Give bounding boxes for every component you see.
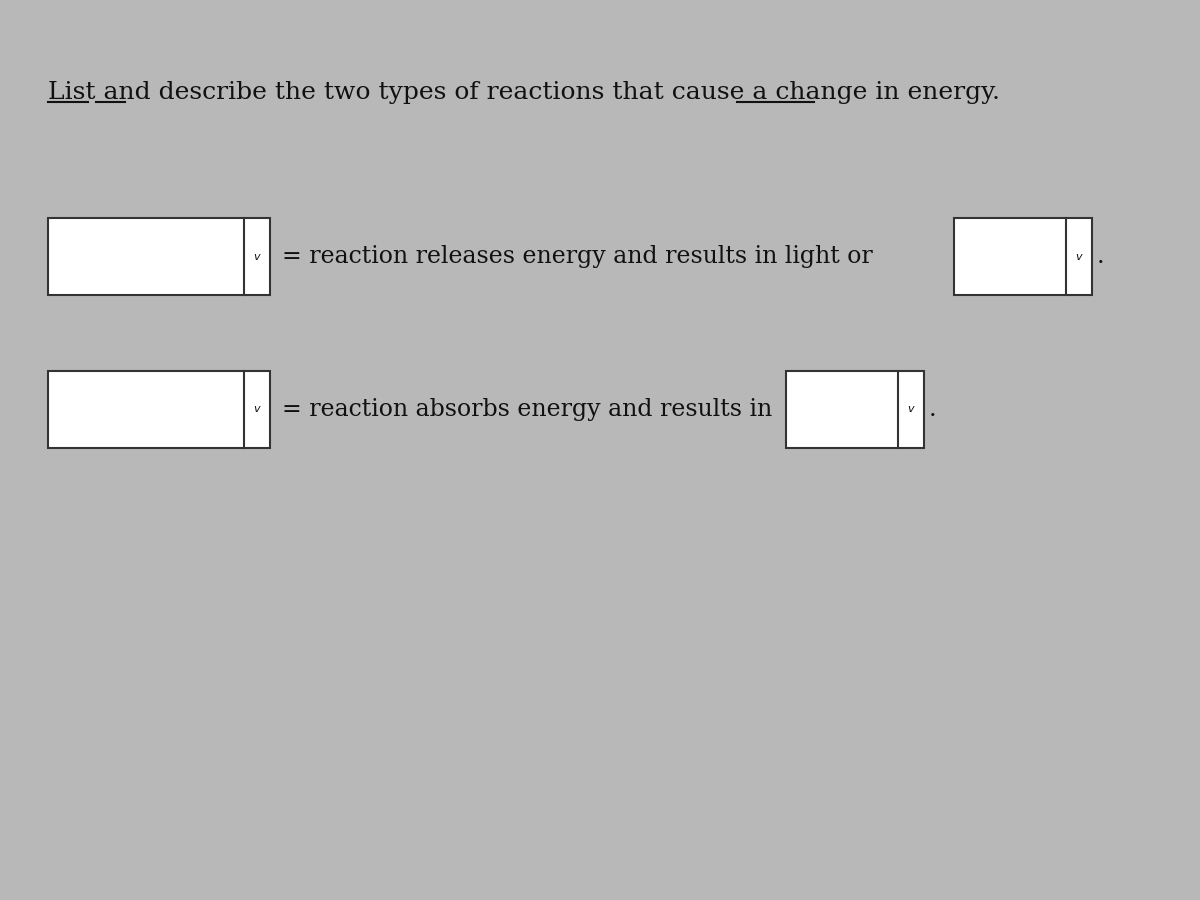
- Text: = reaction releases energy and results in light or: = reaction releases energy and results i…: [282, 245, 872, 268]
- FancyBboxPatch shape: [48, 371, 270, 447]
- Text: v: v: [907, 404, 914, 415]
- FancyBboxPatch shape: [954, 219, 1092, 295]
- Text: List and describe the two types of reactions that cause a change in energy.: List and describe the two types of react…: [48, 81, 1000, 104]
- Text: = reaction absorbs energy and results in: = reaction absorbs energy and results in: [282, 398, 773, 421]
- Text: v: v: [1075, 251, 1082, 262]
- FancyBboxPatch shape: [786, 371, 924, 447]
- FancyBboxPatch shape: [48, 219, 270, 295]
- Text: v: v: [253, 251, 260, 262]
- Text: v: v: [253, 404, 260, 415]
- Text: .: .: [1097, 245, 1104, 268]
- Text: .: .: [929, 398, 936, 421]
